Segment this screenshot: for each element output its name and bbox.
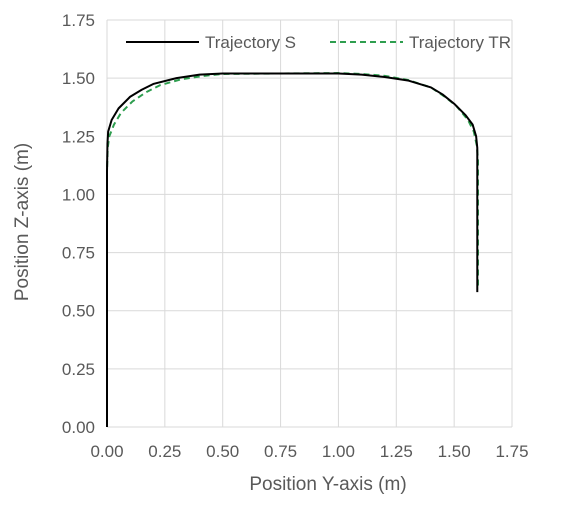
x-tick-label: 0.50 [206,442,239,461]
x-tick-label: 1.25 [380,442,413,461]
y-tick-label: 1.25 [62,127,95,146]
y-tick-label: 1.50 [62,69,95,88]
x-tick-label: 0.25 [148,442,181,461]
series-line-trajectory-tr [106,72,479,427]
x-tick-label: 1.00 [322,442,355,461]
x-tick-label: 1.50 [438,442,471,461]
x-tick-label: 1.75 [495,442,528,461]
legend: Trajectory S Trajectory TR [126,33,511,52]
y-tick-label: 0.75 [62,244,95,263]
legend-label-trajectory-tr: Trajectory TR [409,33,511,52]
grid [106,19,513,428]
x-axis-title: Position Y-axis (m) [249,474,406,495]
x-tick-label: 0.00 [90,442,123,461]
y-tick-label: 0.25 [62,360,95,379]
y-tick-labels: 0.00 0.25 0.50 0.75 1.00 1.25 1.50 1.75 [62,11,95,437]
x-tick-label: 0.75 [264,442,297,461]
series-line-trajectory-s [106,72,479,427]
y-tick-label: 1.75 [62,11,95,30]
series-layer [106,72,479,427]
y-tick-label: 0.50 [62,302,95,321]
legend-label-trajectory-s: Trajectory S [205,33,296,52]
x-tick-labels: 0.00 0.25 0.50 0.75 1.00 1.25 1.50 1.75 [90,442,528,461]
y-tick-label: 1.00 [62,185,95,204]
y-tick-label: 0.00 [62,418,95,437]
y-axis-title: Position Z-axis (m) [12,143,33,301]
